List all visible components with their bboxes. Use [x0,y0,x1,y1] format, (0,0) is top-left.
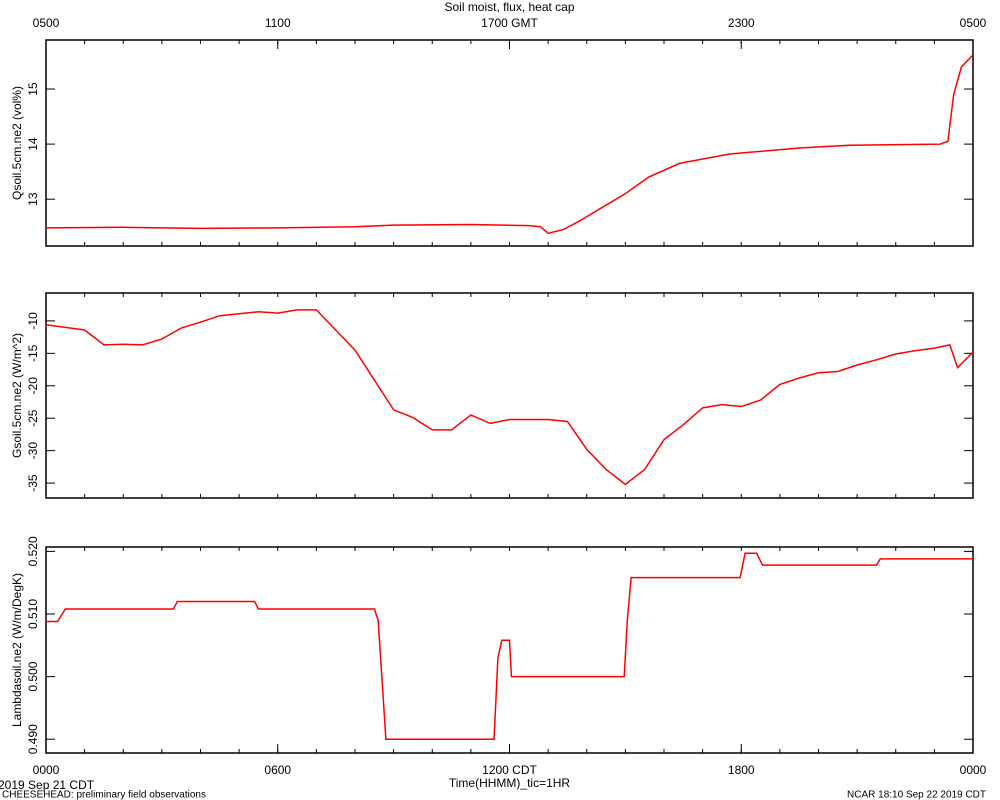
x-tick-label: 0000 [33,763,60,777]
x-tick-label: 0500 [33,16,60,30]
x-tick-label: 1100 [265,16,291,30]
date-label: 2019 Sep 21 CDT [0,778,95,792]
y-tick-label: -15 [26,344,40,362]
y-tick-label: 15 [26,82,40,96]
x-tick-label: 1800 [728,763,755,777]
x-tick-label: 1200 CDT [482,763,537,777]
footer-left: CHEESEHEAD: preliminary field observatio… [2,790,206,800]
chart-title: Soil moist, flux, heat cap [444,0,574,14]
x-tick-label: 0500 [960,16,987,30]
y-axis-label: Lambdasoil.ne2 (W/m/DegK) [10,573,24,727]
y-axis-label: Qsoil.5cm.ne2 (vol%) [10,86,24,200]
data-line [45,309,974,486]
y-tick-label: -25 [26,409,40,427]
y-tick-label: 13 [26,192,40,206]
y-tick-label: 14 [26,137,40,151]
x-tick-label: 0600 [264,763,291,777]
y-tick-label: -20 [26,377,40,395]
x-axis-label: Time(HHMM)_tic=1HR [449,776,571,790]
x-tick-label: 2300 [728,16,755,30]
y-tick-label: -30 [26,442,40,460]
plot-frame [45,39,974,247]
y-axis-label: Gsoil.5cm.ne2 (W/m^2) [10,333,24,458]
data-line [45,54,974,235]
x-tick-label: 0000 [960,763,987,777]
y-tick-label: 0.500 [26,661,40,691]
plot-frame [45,292,974,499]
y-tick-label: -10 [26,312,40,330]
data-line [46,552,973,740]
y-tick-label: 0.520 [26,536,40,566]
footer-right: NCAR 18:10 Sep 22 2019 CDT [847,790,986,800]
y-tick-label: 0.490 [26,724,40,754]
x-tick-label: 1700 GMT [481,16,538,30]
y-tick-label: -35 [26,474,40,492]
y-tick-label: 0.510 [26,599,40,629]
